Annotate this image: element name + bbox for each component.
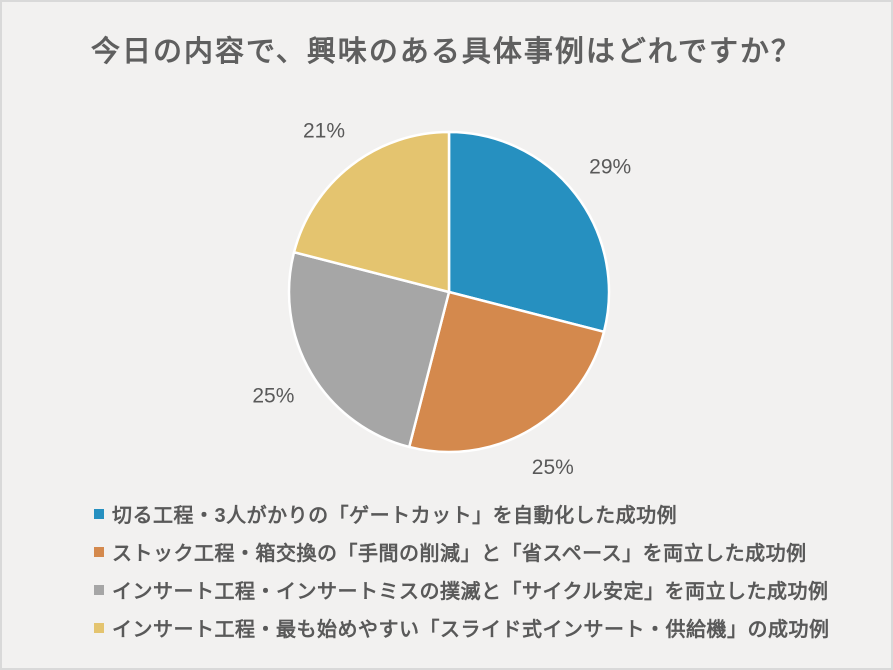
pie-slice-3 xyxy=(292,130,451,294)
legend: 切る工程・3人がかりの「ゲートカット」を自動化した成功例 ストック工程・箱交換の… xyxy=(94,494,830,646)
legend-swatch-icon xyxy=(94,508,104,519)
legend-swatch-icon xyxy=(94,546,104,557)
legend-label: ストック工程・箱交換の「手間の削減」と「省スペース」を両立した成功例 xyxy=(112,542,807,565)
legend-label: 切る工程・3人がかりの「ゲートカット」を自動化した成功例 xyxy=(112,504,678,527)
legend-item: 切る工程・3人がかりの「ゲートカット」を自動化した成功例 xyxy=(94,494,830,532)
pie-data-label: 21% xyxy=(303,119,345,142)
pie-slice-1 xyxy=(407,290,606,454)
legend-swatch-icon xyxy=(94,584,104,595)
legend-swatch-icon xyxy=(94,622,104,633)
legend-item: インサート工程・インサートミスの撲滅と「サイクル安定」を両立した成功例 xyxy=(94,570,830,608)
legend-item: ストック工程・箱交換の「手間の削減」と「省スペース」を両立した成功例 xyxy=(94,532,830,570)
chart-title: 今日の内容で、興味のある具体事例はどれですか？ xyxy=(91,36,802,68)
pie-slice-0 xyxy=(447,130,611,334)
legend-label: インサート工程・インサートミスの撲滅と「サイクル安定」を両立した成功例 xyxy=(112,580,829,603)
legend-item: インサート工程・最も始めやすい「スライド式インサート・供給機」の成功例 xyxy=(94,608,830,646)
legend-label: インサート工程・最も始めやすい「スライド式インサート・供給機」の成功例 xyxy=(112,618,830,641)
pie-data-label: 25% xyxy=(532,456,574,479)
pie-data-label: 25% xyxy=(252,384,294,407)
pie-slice-2 xyxy=(287,250,451,449)
pie-data-label: 29% xyxy=(589,156,631,179)
